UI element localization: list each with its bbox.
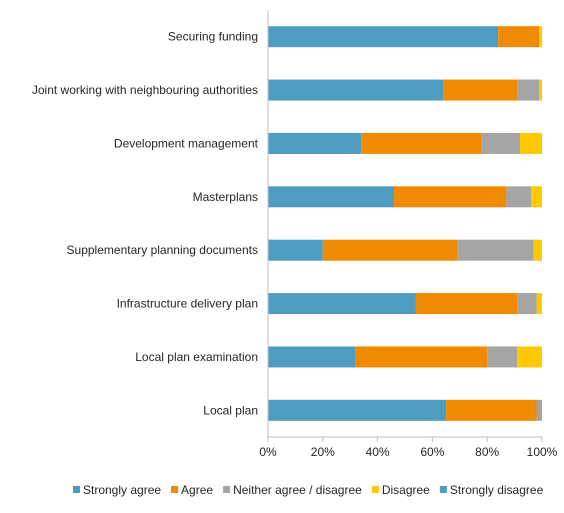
- x-tick-label: 0%: [259, 445, 277, 459]
- bar-segment-neither-agree-disagree-supplementary-planning-documents: [457, 239, 534, 261]
- category-label-joint-working-with-neighbouring-authorities: Joint working with neighbouring authorit…: [32, 83, 258, 97]
- bar-segment-disagree-development-management: [520, 132, 542, 154]
- bar-segment-agree-supplementary-planning-documents: [322, 239, 458, 261]
- category-label-development-management: Development management: [114, 136, 259, 150]
- bar-segment-strongly-agree-joint-working-with-neighbouring-authorities: [268, 79, 444, 101]
- legend-label-agree: Agree: [181, 483, 213, 497]
- bar-segment-agree-local-plan-examination: [355, 346, 488, 368]
- x-axis-ticks: 0% 20% 40% 60% 80% 100%: [259, 437, 558, 459]
- bar-segment-strongly-agree-local-plan-examination: [268, 346, 356, 368]
- legend-swatch-strongly-agree: [73, 486, 80, 493]
- legend-swatch-disagree: [371, 486, 379, 493]
- x-tick-label: 80%: [475, 445, 499, 459]
- legend-label-strongly-disagree: Strongly disagree: [450, 483, 544, 497]
- legend-label-strongly-agree: Strongly agree: [83, 483, 161, 497]
- bar-segment-disagree-joint-working-with-neighbouring-authorities: [539, 79, 542, 101]
- bar-segment-neither-agree-disagree-joint-working-with-neighbouring-authorities: [517, 79, 540, 101]
- legend-swatch-strongly-disagree: [439, 486, 447, 493]
- bar-segment-neither-agree-disagree-local-plan: [536, 399, 542, 421]
- x-tick-label: 20%: [311, 445, 335, 459]
- bars: [268, 26, 542, 421]
- bar-segment-strongly-agree-local-plan: [268, 399, 447, 421]
- category-label-masterplans: Masterplans: [193, 190, 258, 204]
- bar-segment-disagree-securing-funding: [539, 26, 542, 48]
- bar-segment-neither-agree-disagree-development-management: [481, 132, 521, 154]
- x-tick-label: 100%: [527, 445, 558, 459]
- bar-segment-neither-agree-disagree-infrastructure-delivery-plan: [517, 293, 537, 315]
- bar-segment-agree-securing-funding: [498, 26, 540, 48]
- category-label-infrastructure-delivery-plan: Infrastructure delivery plan: [117, 297, 258, 311]
- bar-segment-neither-agree-disagree-masterplans: [506, 186, 532, 208]
- category-labels: Securing funding Joint working with neigh…: [32, 30, 259, 418]
- bar-segment-strongly-agree-supplementary-planning-documents: [268, 239, 323, 261]
- bar-segment-disagree-local-plan-examination: [517, 346, 542, 368]
- legend-swatch-agree: [171, 486, 179, 493]
- legend-label-neither-agree-disagree: Neither agree / disagree: [233, 483, 362, 497]
- bar-segment-disagree-infrastructure-delivery-plan: [536, 293, 542, 315]
- category-label-local-plan: Local plan: [203, 403, 258, 417]
- bar-segment-agree-development-management: [361, 132, 482, 154]
- bar-segment-agree-infrastructure-delivery-plan: [415, 293, 518, 315]
- bar-segment-agree-local-plan: [446, 399, 537, 421]
- legend: Strongly agree Agree Neither agree / disag…: [73, 483, 544, 497]
- bar-segment-agree-joint-working-with-neighbouring-authorities: [443, 79, 518, 101]
- bar-segment-strongly-agree-development-management: [268, 132, 362, 154]
- legend-label-disagree: Disagree: [382, 483, 430, 497]
- category-label-local-plan-examination: Local plan examination: [135, 350, 258, 364]
- x-tick-label: 40%: [366, 445, 390, 459]
- bar-segment-neither-agree-disagree-local-plan-examination: [487, 346, 518, 368]
- x-tick-label: 60%: [420, 445, 444, 459]
- bar-segment-strongly-agree-masterplans: [268, 186, 395, 208]
- bar-segment-disagree-supplementary-planning-documents: [533, 239, 542, 261]
- bar-segment-disagree-masterplans: [531, 186, 542, 208]
- bar-segment-agree-masterplans: [394, 186, 507, 208]
- category-label-securing-funding: Securing funding: [168, 30, 258, 44]
- category-label-supplementary-planning-documents: Supplementary planning documents: [67, 243, 258, 257]
- bar-segment-strongly-agree-infrastructure-delivery-plan: [268, 293, 416, 315]
- bar-segment-strongly-agree-securing-funding: [268, 26, 499, 48]
- legend-swatch-neither-agree-disagree: [223, 486, 231, 493]
